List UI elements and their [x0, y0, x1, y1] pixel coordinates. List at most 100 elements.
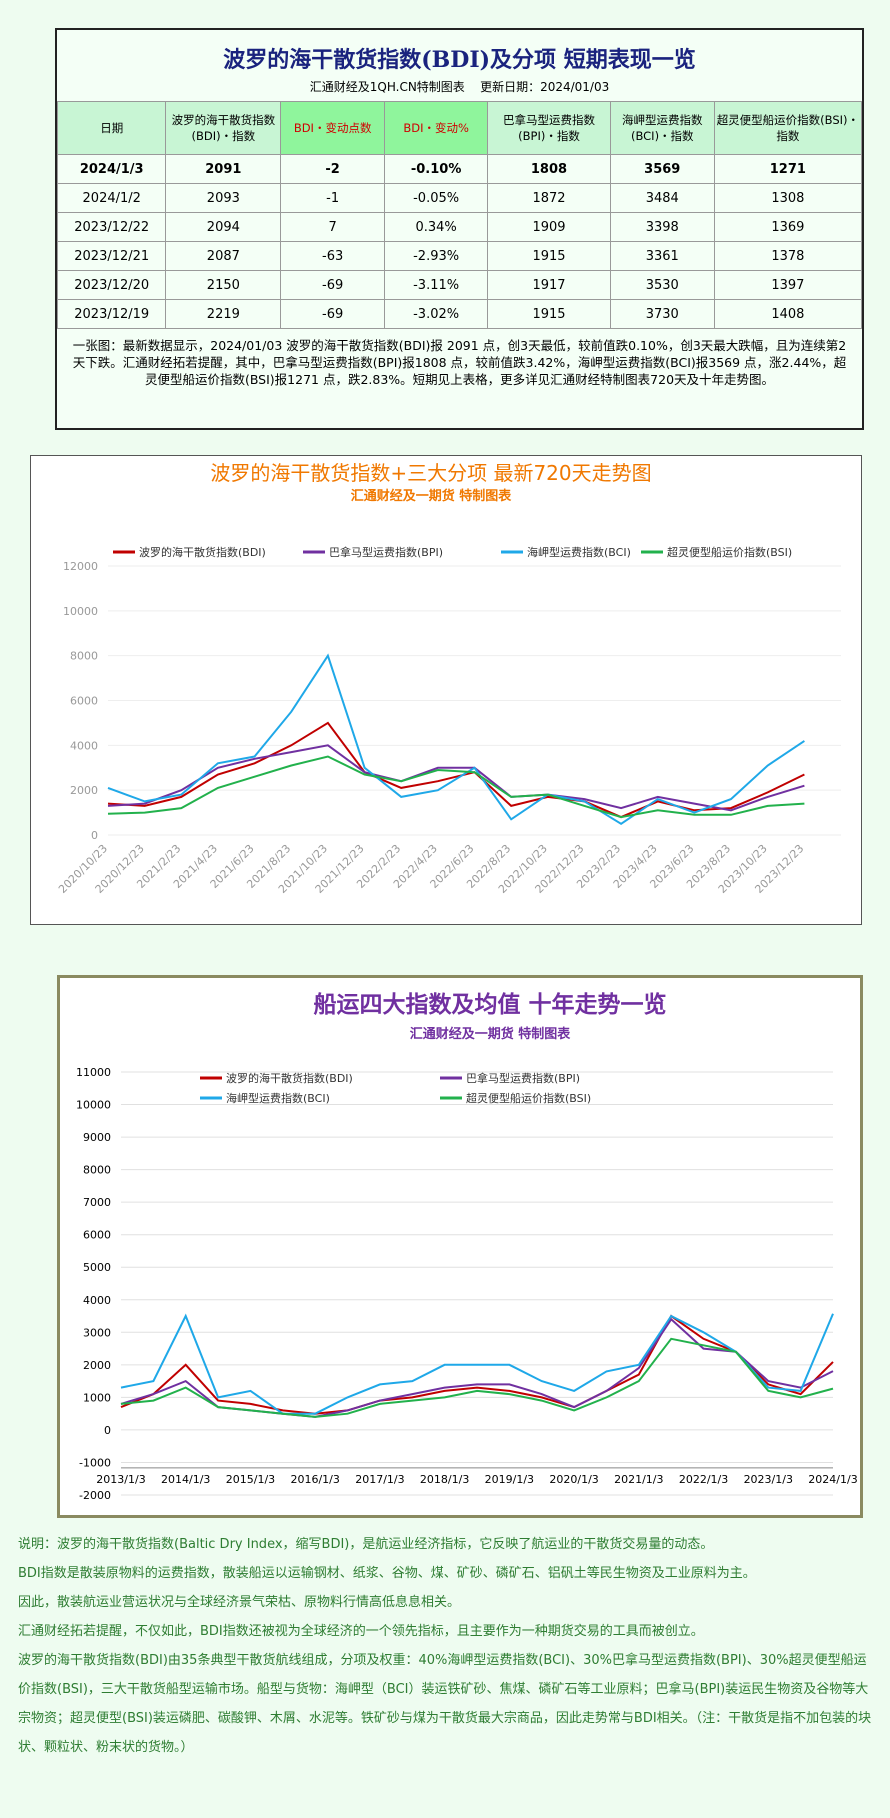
series-line	[107, 744, 805, 812]
y-tick-label: 10000	[76, 1099, 111, 1112]
table-cell: 2024/1/2	[56, 183, 167, 213]
table-subtitle: 汇通财经及1QH.CN特制图表 更新日期：2024/01/03	[57, 78, 862, 95]
update-date: 更新日期：2024/01/03	[480, 80, 610, 94]
notes: 说明：波罗的海干散货指数(Baltic Dry Index，缩写BDI)，是航运…	[18, 1530, 878, 1762]
series-line	[107, 653, 805, 825]
series-line	[107, 755, 805, 819]
x-tick-label: 2015/1/3	[226, 1473, 275, 1486]
y-tick-label: 5000	[83, 1261, 111, 1274]
source: 汇通财经及1QH.CN特制图表	[309, 80, 465, 94]
table-row: 2024/1/2 2093 -1 -0.05% 1872 3484 1308	[56, 183, 863, 213]
table-cell: 3361	[609, 241, 715, 271]
series-line	[120, 1313, 834, 1415]
table-row: 2023/12/19 2219 -69 -3.02% 1915 3730 1408	[56, 299, 863, 329]
table-cell: 1378	[713, 241, 863, 271]
table-cell: 2023/12/20	[56, 270, 167, 300]
column-header: BDI・变动%	[384, 101, 489, 155]
table-cell: 1369	[713, 212, 863, 242]
legend-label: 波罗的海干散货指数(BDI)	[139, 545, 266, 559]
table-cell: 2219	[165, 299, 282, 329]
y-tick-label: 7000	[83, 1196, 111, 1209]
table-cell: 3730	[609, 299, 715, 329]
y-tick-label: 11000	[76, 1066, 111, 1079]
table-cell: 1872	[487, 183, 611, 213]
header-row: 日期 波罗的海干散货指数(BDI)・指数 BDI・变动点数 BDI・变动% 巴拿马型运费…	[56, 101, 863, 155]
table-cell: 1909	[487, 212, 611, 242]
summary-text: 一张图：最新数据显示，2024/01/03 波罗的海干散货指数(BDI)报 20…	[72, 338, 847, 387]
chart-title: 船运四大指数及均值 十年走势一览	[313, 991, 666, 1018]
table-cell: -0.10%	[384, 154, 489, 184]
table-cell: 1308	[713, 183, 863, 213]
table-cell: 3530	[609, 270, 715, 300]
chart-title: 波罗的海干散货指数+三大分项 最新720天走势图	[210, 461, 651, 485]
y-tick-label: 4000	[70, 739, 98, 752]
y-tick-label: 12000	[63, 560, 98, 573]
legend-label: 巴拿马型运费指数(BPI)	[329, 545, 443, 559]
series-line	[107, 721, 805, 819]
y-tick-label: 3000	[83, 1326, 111, 1339]
table-cell: 2023/12/19	[56, 299, 167, 329]
note-line: 汇通财经拓若提醒，不仅如此，BDI指数还被视为全球经济的一个领先指标，且主要作为…	[18, 1624, 704, 1639]
column-header: 海岬型运费指数(BCI)・指数	[609, 101, 715, 155]
table-row: 2024/1/3 2091 -2 -0.10% 1808 3569 1271	[56, 154, 863, 184]
column-header: 巴拿马型运费指数(BPI)・指数	[487, 101, 611, 155]
table-cell: -2	[280, 154, 386, 184]
data-table: 日期 波罗的海干散货指数(BDI)・指数 BDI・变动点数 BDI・变动% 巴拿马型运费…	[56, 101, 863, 329]
y-tick-label: 0	[104, 1424, 111, 1437]
x-tick-label: 2024/1/3	[808, 1473, 857, 1486]
column-header: 波罗的海干散货指数(BDI)・指数	[165, 101, 282, 155]
table-title: 波罗的海干散货指数(BDI)及分项 短期表现一览	[223, 47, 696, 73]
column-header: 日期	[56, 101, 167, 155]
table-cell: 1397	[713, 270, 863, 300]
table-cell: -0.05%	[384, 183, 489, 213]
y-tick-label: 6000	[83, 1229, 111, 1242]
table-cell: 1808	[487, 154, 611, 184]
table-row: 2023/12/22 2094 7 0.34% 1909 3398 1369	[56, 212, 863, 242]
legend-label: 超灵便型船运价指数(BSI)	[466, 1091, 591, 1105]
x-tick-label: 2016/1/3	[290, 1473, 339, 1486]
table-cell: 3398	[609, 212, 715, 242]
column-header: 超灵便型船运价指数(BSI)・指数	[713, 101, 863, 155]
y-tick-label: 2000	[83, 1359, 111, 1372]
y-tick-label: 2000	[70, 784, 98, 797]
table-cell: 1917	[487, 270, 611, 300]
table-cell: 3484	[609, 183, 715, 213]
table-cell: 2091	[165, 154, 282, 184]
table-cell: -69	[280, 299, 386, 329]
table-cell: -69	[280, 270, 386, 300]
x-tick-label: 2023/1/3	[744, 1473, 793, 1486]
table-cell: 1271	[713, 154, 863, 184]
table-cell: 1915	[487, 299, 611, 329]
table-cell: -2.93%	[384, 241, 489, 271]
x-tick-label: 2019/1/3	[485, 1473, 534, 1486]
legend-label: 巴拿马型运费指数(BPI)	[466, 1071, 580, 1085]
table-cell: -3.02%	[384, 299, 489, 329]
table-cell: 0.34%	[384, 212, 489, 242]
legend-label: 海岬型运费指数(BCI)	[226, 1091, 330, 1105]
table-row: 2023/12/20 2150 -69 -3.11% 1917 3530 1397	[56, 270, 863, 300]
chart-subtitle: 汇通财经及一期货 特制图表	[410, 1026, 572, 1042]
y-tick-label: 1000	[83, 1391, 111, 1404]
table-cell: 7	[280, 212, 386, 242]
legend-label: 超灵便型船运价指数(BSI)	[667, 545, 792, 559]
x-tick-label: 2020/1/3	[549, 1473, 598, 1486]
y-tick-label: -1000	[79, 1456, 111, 1469]
y-tick-label: 9000	[83, 1131, 111, 1144]
table-cell: 2093	[165, 183, 282, 213]
y-tick-label: -2000	[79, 1489, 111, 1502]
summary-table-box: 波罗的海干散货指数(BDI)及分项 短期表现一览 汇通财经及1QH.CN特制图表…	[55, 28, 864, 430]
x-tick-label: 2017/1/3	[355, 1473, 404, 1486]
table-cell: -3.11%	[384, 270, 489, 300]
y-tick-label: 8000	[70, 650, 98, 663]
table-row: 2023/12/21 2087 -63 -2.93% 1915 3361 1378	[56, 241, 863, 271]
x-tick-label: 2014/1/3	[161, 1473, 210, 1486]
chart-subtitle: 汇通财经及一期货 特制图表	[351, 488, 513, 504]
table-cell: 2094	[165, 212, 282, 242]
y-tick-label: 6000	[70, 695, 98, 708]
y-tick-label: 4000	[83, 1294, 111, 1307]
y-tick-label: 0	[91, 829, 98, 842]
table-cell: 1915	[487, 241, 611, 271]
